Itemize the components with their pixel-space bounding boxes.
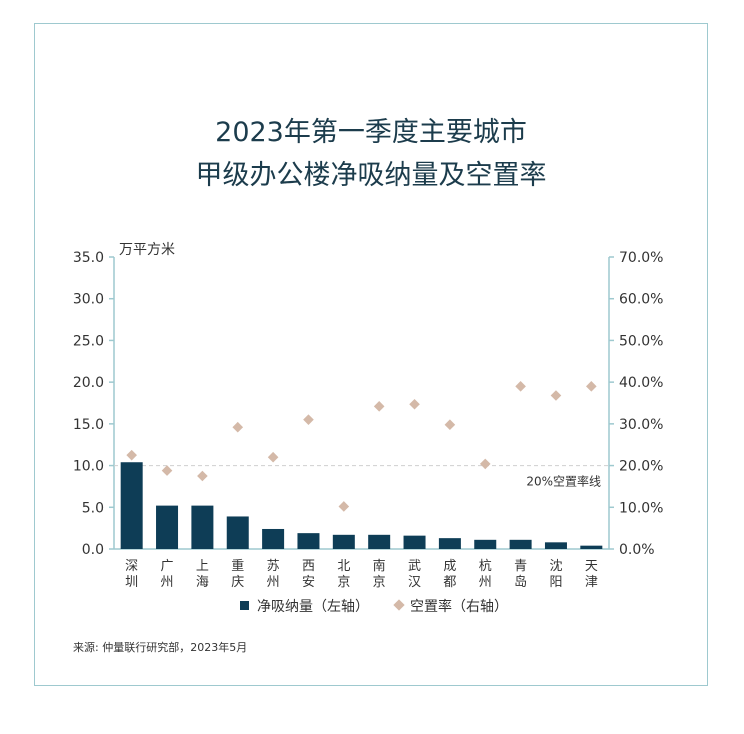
bar	[226, 516, 249, 549]
right-tick-label: 30.0%	[619, 417, 663, 433]
chart: 2023年第一季度主要城市 甲级办公楼净吸纳量及空置率 万平方米 0.0 5.0 1…	[73, 117, 664, 654]
legend: 净吸纳量（左轴） 空置率（右轴）	[240, 598, 508, 615]
left-tick-label: 5.0	[82, 500, 104, 516]
left-tick-label: 25.0	[73, 333, 104, 349]
category-label: 青	[514, 559, 527, 574]
left-tick-label: 35.0	[73, 250, 104, 266]
left-tick-label: 30.0	[73, 292, 104, 308]
category-label: 京	[337, 575, 350, 590]
bar	[474, 539, 497, 549]
bar	[191, 505, 214, 549]
legend-label-vacancy: 空置率（右轴）	[410, 598, 508, 615]
right-tick-label: 10.0%	[619, 500, 663, 516]
vacancy-point	[444, 419, 456, 430]
vacancy-point	[126, 449, 137, 461]
category-label: 都	[443, 575, 456, 590]
bars	[120, 462, 603, 549]
axes: 0.0 5.0 10.0 15.0 20.0 25.0 30.0 35.0 0.0% 10.0% 2…	[73, 250, 664, 558]
vacancy-point	[409, 398, 420, 410]
category-label: 汉	[408, 575, 421, 590]
bar	[297, 533, 320, 549]
category-label: 京	[373, 575, 386, 590]
right-tick-label: 50.0%	[619, 333, 663, 349]
category-label: 北	[337, 559, 350, 574]
vacancy-point	[303, 414, 314, 425]
category-label: 圳	[125, 575, 138, 590]
right-tick-label: 40.0%	[619, 375, 663, 391]
reference-line-group: 20%空置率线	[114, 465, 609, 489]
left-tick-label: 20.0	[73, 375, 104, 391]
category-label: 沈	[549, 559, 562, 574]
right-tick-label: 70.0%	[619, 250, 663, 266]
vacancy-point	[161, 465, 173, 476]
category-label: 州	[161, 575, 174, 590]
bar	[368, 534, 391, 549]
category-label: 州	[267, 575, 280, 590]
bar	[544, 542, 567, 549]
vacancy-point	[479, 458, 491, 470]
category-label: 津	[585, 575, 598, 590]
category-label: 杭	[479, 559, 492, 574]
vacancy-point	[338, 501, 350, 512]
category-label: 州	[479, 575, 492, 590]
category-label: 岛	[514, 574, 527, 590]
vacancy-point	[586, 381, 597, 392]
legend-label-absorption: 净吸纳量（左轴）	[257, 599, 369, 615]
left-tick-label: 0.0	[82, 542, 104, 558]
bar	[262, 528, 285, 549]
category-label: 西	[302, 559, 315, 574]
category-label: 成	[443, 559, 456, 574]
category-label: 深	[125, 559, 138, 574]
bar	[156, 505, 179, 549]
bar	[332, 534, 355, 549]
category-label: 苏	[267, 558, 280, 574]
category-label: 重	[231, 558, 244, 574]
scatter-points	[126, 381, 597, 512]
right-tick-label: 60.0%	[619, 292, 663, 308]
category-label: 广	[161, 559, 174, 574]
left-tick-label: 15.0	[73, 417, 104, 433]
vacancy-point	[232, 421, 244, 433]
category-label: 安	[302, 575, 315, 590]
chart-title-line-1: 2023年第一季度主要城市	[215, 117, 527, 148]
bar	[509, 539, 532, 549]
vacancy-point	[373, 401, 385, 412]
left-axis-unit: 万平方米	[119, 242, 175, 258]
legend-swatch-absorption	[240, 601, 249, 610]
right-tick-label: 0.0%	[619, 542, 655, 558]
left-tick-label: 10.0	[73, 459, 104, 475]
bar	[403, 535, 426, 549]
reference-line-label: 20%空置率线	[526, 474, 601, 489]
category-label: 庆	[231, 575, 244, 590]
right-tick-label: 20.0%	[619, 459, 663, 475]
category-label: 天	[585, 559, 598, 574]
vacancy-point	[515, 381, 526, 392]
source-note: 来源: 仲量联行研究部，2023年5月	[73, 640, 247, 654]
vacancy-point	[197, 470, 208, 482]
category-label: 南	[373, 558, 386, 574]
vacancy-point	[550, 390, 562, 401]
chart-frame: 2023年第一季度主要城市 甲级办公楼净吸纳量及空置率 万平方米 0.0 5.0 1…	[34, 23, 708, 686]
bar	[438, 538, 461, 549]
category-label: 上	[196, 559, 209, 574]
category-label: 阳	[549, 575, 562, 590]
bar	[120, 462, 143, 549]
legend-swatch-vacancy	[393, 599, 405, 611]
chart-title-line-2: 甲级办公楼净吸纳量及空置率	[196, 160, 547, 191]
vacancy-point	[267, 451, 279, 463]
category-label: 武	[408, 559, 421, 574]
bar	[580, 545, 603, 549]
category-label: 海	[196, 575, 209, 590]
